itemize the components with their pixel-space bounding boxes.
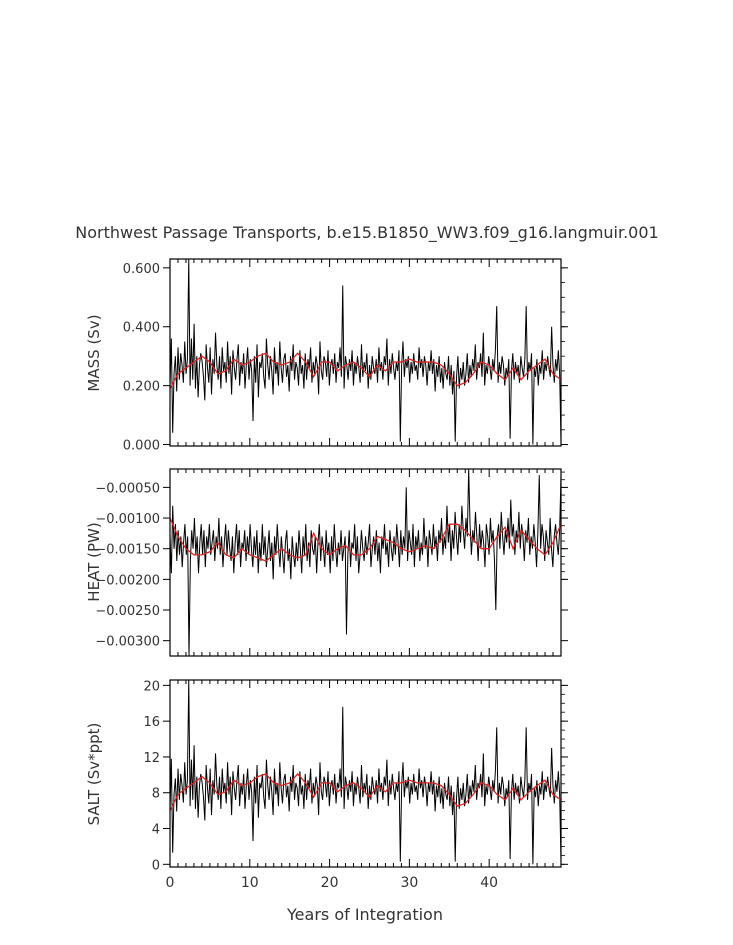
panel-heat: HEAT (PW) [85,522,103,601]
y-tick-label: −0.00150 [95,543,160,558]
panel-salt: SALT (Sv*ppt) [85,723,103,826]
panel-heat-ylabel: HEAT (PW) [85,522,103,601]
y-tick-label: −0.00300 [95,635,160,650]
x-axis-label: Years of Integration [286,905,443,924]
y-tick-label: −0.00250 [95,604,160,619]
panel-heat-frame [169,468,562,657]
y-tick-label: 12 [143,751,160,766]
y-tick-label: 16 [143,715,160,730]
x-tick-label: 30 [400,875,418,891]
x-tick-label: 0 [166,875,175,891]
y-tick-label: −0.00100 [95,512,160,527]
panel-mass-plot: 0.000 0.200 0.400 0.600 [123,258,568,454]
panel-salt-frame [169,679,562,868]
series-salt-smooth-line [169,772,562,811]
chart-title: Northwest Passage Transports, b.e15.B185… [75,223,658,243]
panel-mass: MASS (Sv) [85,314,103,391]
y-tick-label: −0.00200 [95,573,160,588]
x-tick-label: 40 [480,875,498,891]
panel-salt-plot: 0 4 8 12 16 20 [143,679,568,873]
panel-mass-frame [169,258,562,447]
x-tick-label: 10 [241,875,259,891]
y-tick-label: 0 [152,858,160,873]
series-heat-raw-line [169,468,562,657]
y-tick-label: 0.600 [123,262,160,277]
y-tick-label: 0.200 [123,380,160,395]
series-salt-raw-line [169,679,562,865]
y-tick-label: 0.400 [123,321,160,336]
y-tick-label: 20 [143,679,160,694]
y-tick-label: 4 [152,823,160,838]
series-mass-raw-line [169,258,562,445]
series-heat-smooth-line [169,517,562,562]
y-tick-label: 8 [152,787,160,802]
series-mass-smooth-line [169,352,562,389]
panel-mass-ylabel: MASS (Sv) [85,314,103,391]
y-tick-label: 0.000 [123,439,160,454]
panel-heat-plot: −0.00050 −0.00100 −0.00150 −0.00200 −0.00250… [95,468,568,657]
y-tick-label: −0.00050 [95,481,160,496]
x-tick-label: 20 [321,875,339,891]
panel-salt-ylabel: SALT (Sv*ppt) [85,723,103,826]
